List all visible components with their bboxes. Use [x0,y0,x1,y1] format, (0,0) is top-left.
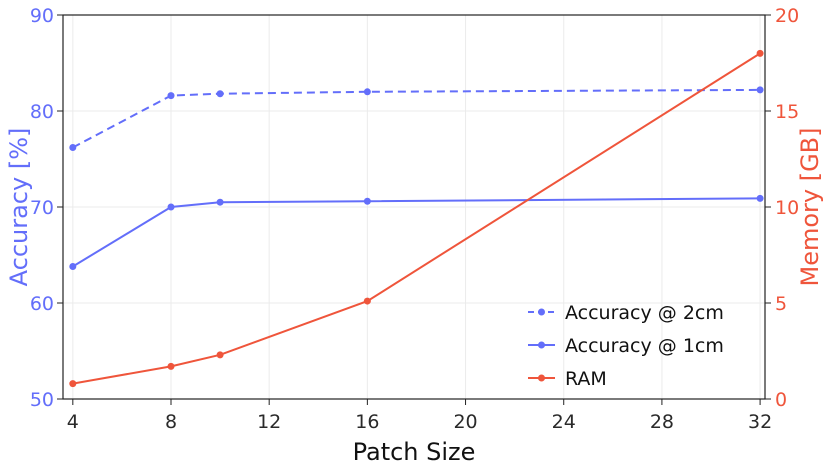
series-line [72,197,761,268]
data-point [167,362,175,370]
data-point [363,297,371,305]
legend-label: RAM [565,368,607,390]
legend-item: Accuracy @ 1cm [528,335,724,357]
x-tick-label: 32 [748,411,772,433]
x-tick-label: 16 [355,411,379,433]
legend: Accuracy @ 2cm Accuracy @ 1cm RAM [528,302,724,390]
data-point [216,198,224,206]
data-point [363,197,371,205]
x-axis-label: Patch Size [353,438,476,466]
right-y-tick-label: 5 [775,293,787,315]
left-y-tick-label: 50 [30,389,54,411]
left-y-tick-label: 90 [30,5,54,27]
data-point [756,86,764,94]
right-y-tick-label: 15 [775,101,799,123]
legend-marker [538,308,545,316]
series-1 [69,194,764,271]
data-point [756,194,764,202]
series-2 [69,49,764,388]
left-y-tick-label: 60 [30,293,54,315]
legend-marker [538,341,545,349]
legend-label: Accuracy @ 1cm [565,335,724,357]
x-tick-label: 28 [650,411,674,433]
right-y-tick-label: 0 [775,389,787,411]
legend-label: Accuracy @ 2cm [565,302,724,324]
right-y-tick-label: 20 [775,5,799,27]
series-lines [69,49,764,388]
data-point [69,143,77,151]
x-tick-label: 24 [552,411,576,433]
data-point [216,351,224,359]
data-point [167,203,175,211]
right-y-tick-label: 10 [775,197,799,219]
legend-item: RAM [528,368,607,390]
legend-marker [538,374,545,382]
left-y-tick-label: 80 [30,101,54,123]
left-y-tick-label: 70 [30,197,54,219]
x-tick-label: 20 [453,411,477,433]
data-point [216,90,224,98]
data-point [167,92,175,100]
data-point [756,49,764,57]
data-point [363,88,371,96]
series-0 [69,86,764,151]
legend-item: Accuracy @ 2cm [528,302,724,324]
x-tick-label: 4 [67,411,79,433]
data-point [69,263,77,271]
left-y-axis-label: Accuracy [%] [5,128,33,287]
x-tick-label: 8 [165,411,177,433]
data-point [69,380,77,388]
axis-ticks: 4 8 12 16 20 24 28 32 50 60 70 80 90 0 5 10 15 20 [30,5,799,433]
right-y-axis-label: Memory [GB] [796,127,824,286]
x-tick-label: 12 [257,411,281,433]
